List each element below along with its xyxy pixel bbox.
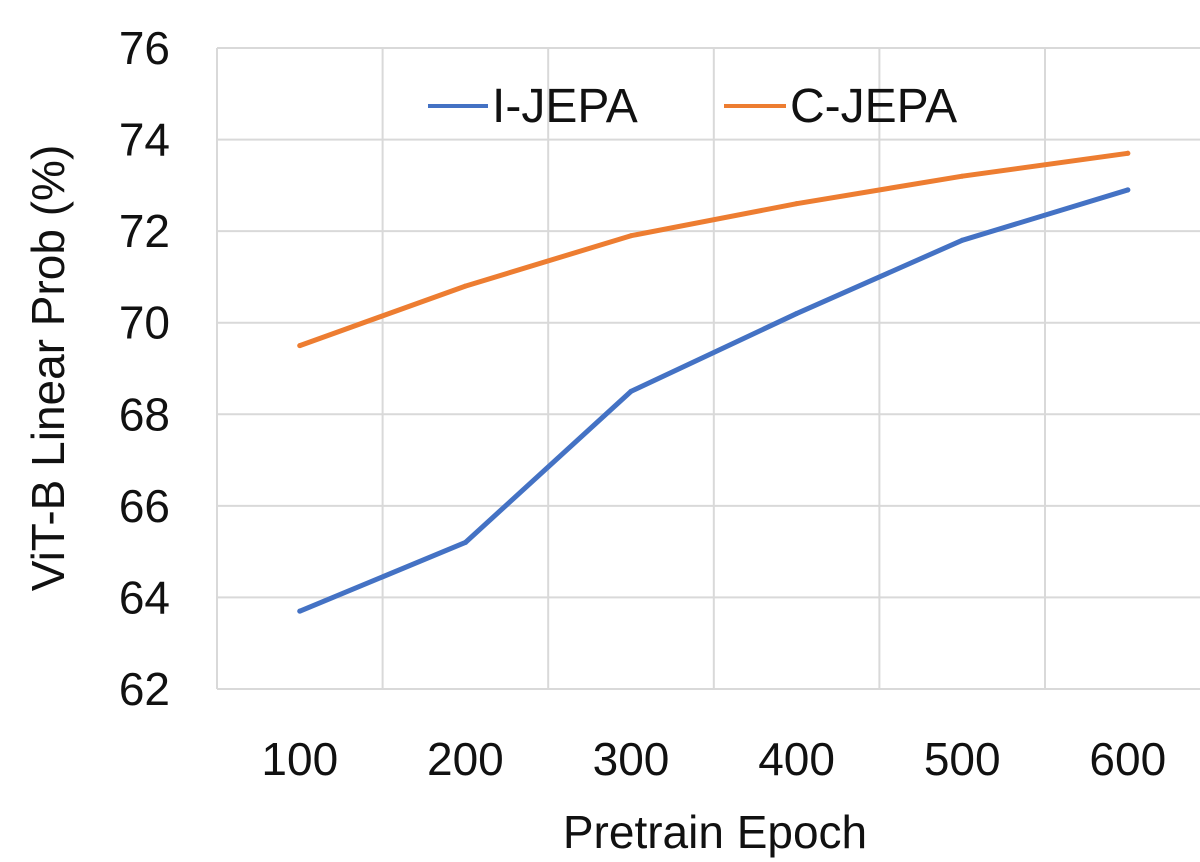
data-point-i-jepa	[628, 388, 634, 394]
x-tick-label: 600	[1089, 733, 1166, 785]
data-point-c-jepa	[794, 201, 800, 207]
data-point-i-jepa	[1125, 187, 1131, 193]
data-point-c-jepa	[297, 343, 303, 349]
y-tick-label: 74	[119, 114, 170, 166]
x-tick-label: 300	[593, 733, 670, 785]
y-tick-label: 76	[119, 22, 170, 74]
legend: I-JEPA C-JEPA	[428, 80, 957, 133]
x-tick-label: 200	[427, 733, 504, 785]
y-axis-title: ViT-B Linear Prob (%)	[22, 145, 74, 592]
x-tick-label: 500	[924, 733, 1001, 785]
y-tick-label: 66	[119, 480, 170, 532]
series-line-c-jepa	[297, 150, 1131, 349]
y-tick-label: 68	[119, 388, 170, 440]
y-tick-label: 64	[119, 571, 170, 623]
legend-label-c-jepa: C-JEPA	[790, 80, 957, 133]
y-axis-ticks: 62 64 66 68 70 72 74 76	[119, 22, 170, 715]
grid	[216, 47, 1200, 690]
data-point-i-jepa	[462, 539, 468, 545]
data-point-c-jepa	[462, 283, 468, 289]
data-point-c-jepa	[1125, 150, 1131, 156]
x-tick-label: 100	[261, 733, 338, 785]
series-line-i-jepa	[297, 187, 1131, 614]
data-point-c-jepa	[959, 173, 965, 179]
data-point-c-jepa	[628, 233, 634, 239]
data-point-i-jepa	[959, 237, 965, 243]
data-point-i-jepa	[794, 311, 800, 317]
y-tick-label: 70	[119, 297, 170, 349]
series-lines	[297, 150, 1131, 614]
legend-label-i-jepa: I-JEPA	[492, 80, 638, 133]
y-tick-label: 72	[119, 205, 170, 257]
x-tick-label: 400	[758, 733, 835, 785]
x-axis-title: Pretrain Epoch	[563, 806, 867, 858]
data-point-i-jepa	[297, 608, 303, 614]
y-tick-label: 62	[119, 663, 170, 715]
x-axis-ticks: 100 200 300 400 500 600	[261, 733, 1166, 785]
